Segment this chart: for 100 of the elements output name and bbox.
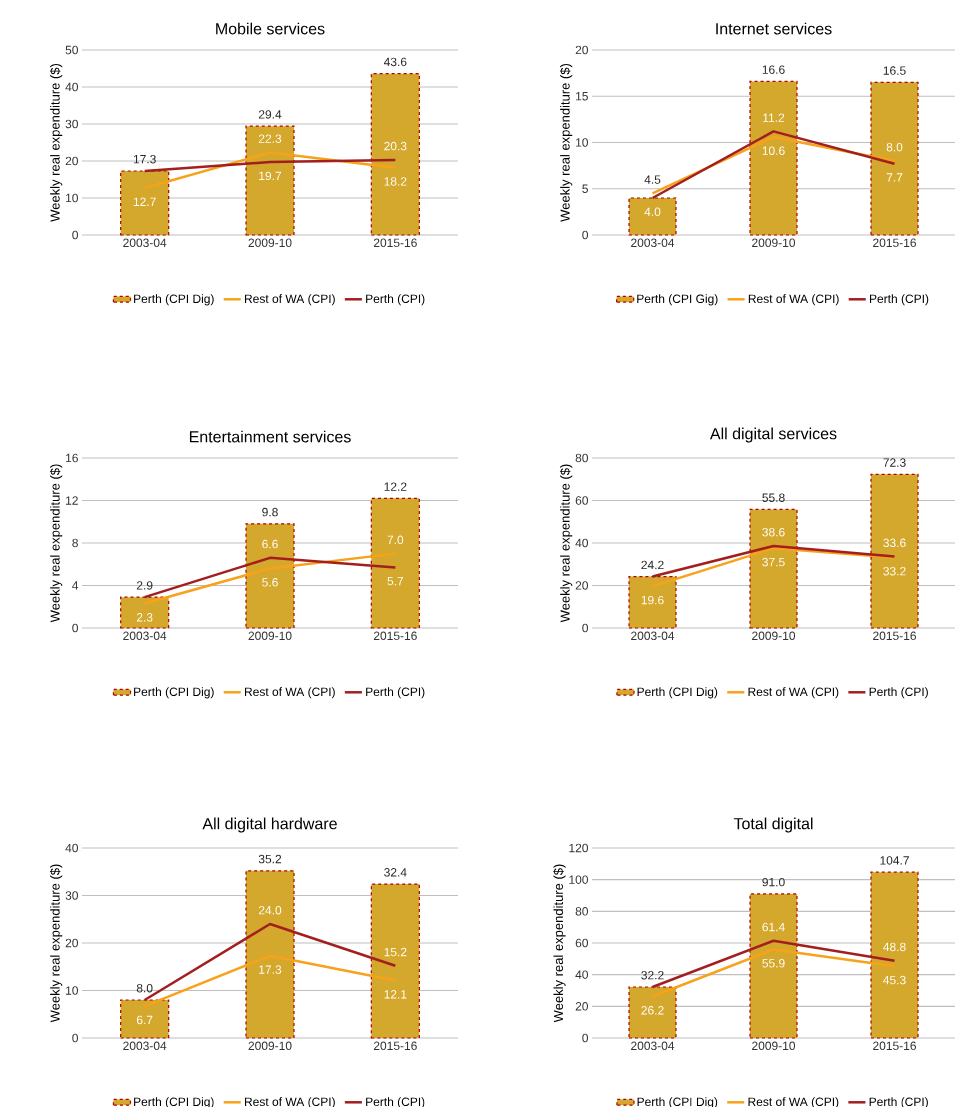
data-label: 32.2 (641, 970, 664, 980)
x-tick-label: 2015-16 (873, 238, 916, 248)
y-axis-title: Weekly real expenditure ($) (553, 864, 566, 1023)
data-label: 7.0 (387, 535, 404, 545)
legend-label: Perth (CPI) (869, 294, 929, 306)
y-tick-label: 120 (569, 843, 589, 853)
y-axis-title: Weekly real expenditure ($) (559, 63, 573, 222)
legend-label: Perth (CPI) (366, 294, 425, 306)
x-tick-label: 2003-04 (123, 631, 167, 641)
y-tick-label: 30 (65, 891, 78, 900)
data-label: 5.6 (262, 578, 278, 587)
x-tick-label: 2015-16 (373, 631, 417, 641)
data-label: 12.2 (384, 482, 407, 491)
data-label: 35.2 (258, 854, 282, 864)
data-label: 8.0 (886, 142, 903, 152)
data-label: 11.2 (763, 113, 785, 122)
x-tick-label: 2009-10 (248, 631, 292, 641)
data-label: 8.0 (136, 983, 153, 993)
legend-label: Rest of WA (CPI) (748, 294, 839, 306)
data-label: 33.2 (883, 566, 906, 576)
data-label: 16.6 (762, 65, 785, 74)
x-tick-label: 2015-16 (873, 1041, 916, 1051)
data-label: 104.7 (880, 856, 909, 865)
data-label: 6.6 (262, 539, 278, 549)
data-label: 33.6 (883, 538, 906, 548)
legend-label: Rest of WA (CPI) (748, 687, 839, 699)
y-tick-label: 40 (65, 843, 78, 853)
y-tick-label: 10 (66, 986, 78, 995)
data-label: 10.6 (762, 146, 785, 155)
data-label: 7.7 (886, 173, 903, 182)
x-tick-label: 2003-04 (631, 631, 675, 641)
data-label: 24.2 (641, 560, 664, 570)
bar (628, 197, 677, 236)
data-label: 43.6 (383, 57, 407, 67)
data-label: 12.1 (384, 990, 407, 999)
data-label: 18.2 (384, 177, 407, 186)
chart-title: Total digital (733, 817, 813, 833)
y-tick-label: 20 (65, 938, 78, 948)
x-tick-label: 2009-10 (248, 1041, 292, 1051)
legend-label: Perth (CPI Dig) (134, 687, 214, 699)
data-label: 2.9 (136, 581, 153, 590)
y-tick-label: 8 (72, 538, 78, 548)
legend-label: Perth (CPI) (366, 687, 425, 699)
data-label: 55.9 (762, 959, 785, 968)
y-tick-label: 20 (575, 581, 589, 590)
data-label: 48.8 (883, 942, 906, 952)
bar (120, 170, 170, 236)
chart-title: All digital services (709, 427, 837, 443)
data-label: 5.7 (387, 576, 404, 586)
x-tick-label: 2003-04 (123, 238, 167, 248)
bar (628, 986, 677, 1039)
chart-title: Entertainment services (189, 430, 351, 443)
data-label: 45.3 (883, 975, 906, 985)
x-tick-label: 2015-16 (873, 631, 916, 641)
bar (245, 870, 295, 1039)
data-label: 37.5 (762, 557, 785, 567)
data-label: 55.8 (762, 493, 785, 502)
legend-label: Rest of WA (CPI) (245, 687, 335, 699)
bar (749, 80, 798, 236)
data-label: 32.4 (384, 868, 407, 877)
y-tick-label: 0 (582, 1033, 589, 1043)
bar (749, 508, 798, 629)
x-tick-label: 2009-10 (752, 238, 796, 248)
x-tick-label: 2009-10 (248, 238, 292, 248)
y-axis-title: Weekly real expenditure ($) (49, 464, 63, 623)
y-tick-label: 0 (72, 1033, 78, 1043)
y-tick-label: 4 (72, 581, 79, 590)
y-tick-label: 40 (575, 538, 589, 548)
legend-label: Rest of WA (CPI) (245, 294, 335, 306)
y-axis-title: Weekly real expenditure ($) (49, 864, 63, 1023)
chart-title: All digital hardware (202, 817, 337, 833)
legend-label: Perth (CPI) (869, 687, 928, 699)
data-label: 24.0 (258, 905, 282, 915)
y-tick-label: 40 (575, 970, 589, 979)
y-tick-label: 0 (72, 230, 78, 240)
bar (870, 871, 919, 1039)
bar (245, 523, 295, 629)
data-label: 16.5 (883, 66, 906, 75)
y-tick-label: 10 (576, 138, 589, 147)
y-tick-label: 60 (575, 938, 589, 948)
data-label: 38.6 (762, 527, 785, 537)
bar (370, 73, 420, 236)
x-tick-label: 2009-10 (752, 1041, 796, 1051)
data-label: 20.3 (384, 141, 407, 151)
bar (370, 497, 420, 629)
data-label: 2.3 (136, 613, 153, 622)
x-tick-label: 2003-04 (631, 238, 675, 248)
chart-title: Mobile services (216, 22, 325, 35)
y-tick-label: 100 (569, 875, 589, 884)
bar (370, 883, 420, 1039)
data-label: 72.3 (883, 458, 906, 467)
bar (870, 81, 919, 236)
y-tick-label: 0 (72, 623, 78, 633)
data-label: 9.8 (262, 507, 278, 517)
x-tick-label: 2015-16 (373, 238, 417, 248)
legend-label: Perth (CPI Dig) (134, 294, 214, 306)
y-tick-label: 15 (576, 92, 588, 101)
data-label: 4.5 (644, 175, 661, 184)
y-tick-label: 5 (582, 184, 588, 193)
y-tick-label: 10 (66, 193, 78, 203)
